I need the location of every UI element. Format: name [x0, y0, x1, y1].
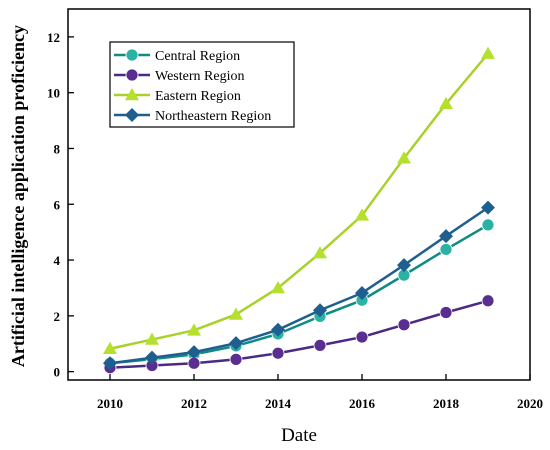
data-point: [397, 318, 411, 332]
legend-marker: [125, 48, 139, 62]
data-point: [481, 218, 495, 232]
data-point: [439, 306, 453, 319]
y-tick-label: 6: [54, 197, 61, 212]
legend-label: Central Region: [155, 49, 240, 64]
data-point: [187, 345, 201, 360]
y-tick-label: 12: [47, 30, 60, 45]
data-point: [313, 303, 327, 318]
data-point: [229, 307, 243, 320]
data-point: [229, 352, 243, 366]
series-line: [109, 206, 489, 365]
data-point: [271, 346, 285, 360]
legend-label: Western Region: [155, 69, 244, 84]
data-point: [439, 243, 453, 256]
data-point: [439, 96, 453, 110]
x-tick-label: 2012: [181, 396, 207, 411]
series-northeastern-region: [103, 200, 495, 371]
data-point: [481, 46, 495, 59]
x-tick-label: 2010: [97, 396, 123, 411]
data-point: [187, 323, 201, 336]
x-axis-title: Date: [281, 425, 317, 446]
legend-label: Eastern Region: [155, 89, 241, 104]
x-tick-label: 2016: [349, 396, 376, 411]
y-axis-title: Artificial intelligence application prof…: [8, 25, 28, 367]
y-tick-label: 0: [54, 365, 61, 380]
x-tick-label: 2018: [433, 396, 460, 411]
data-point: [313, 246, 327, 259]
series-line: [109, 299, 489, 369]
series-eastern-region: [103, 46, 495, 355]
x-tick-label: 2020: [517, 396, 543, 411]
series-line: [109, 223, 489, 365]
data-point: [397, 258, 411, 273]
axis-ticks: 2010 2012 2014 2016 2018 2020 0 2 4 6 8 10 12: [47, 30, 543, 411]
y-tick-label: 10: [47, 86, 60, 101]
series-layer: [103, 46, 495, 375]
series-western-region: [103, 294, 495, 375]
data-point: [439, 229, 453, 244]
legend-marker: [125, 88, 139, 101]
data-point: [271, 322, 285, 337]
plot-frame: [67, 8, 531, 381]
data-point: [397, 151, 411, 164]
data-point: [229, 336, 243, 351]
data-point: [313, 339, 327, 352]
data-point: [103, 341, 117, 355]
data-point: [355, 285, 369, 300]
legend-marker: [125, 108, 139, 122]
data-point: [145, 350, 159, 365]
series-line: [109, 52, 489, 350]
data-point: [271, 280, 285, 294]
data-point: [481, 294, 495, 308]
legend: Central Region Western Region Eastern Regi…: [109, 41, 295, 128]
data-point: [355, 208, 369, 221]
y-tick-label: 8: [54, 141, 61, 156]
x-tick-label: 2014: [265, 396, 292, 411]
y-tick-label: 4: [54, 253, 61, 268]
series-central-region: [103, 218, 495, 370]
data-point: [103, 356, 117, 371]
data-point: [355, 330, 369, 344]
y-tick-label: 2: [54, 309, 61, 324]
legend-marker: [125, 68, 139, 82]
data-point: [481, 200, 495, 215]
legend-label: Northeastern Region: [155, 109, 271, 124]
data-point: [145, 332, 159, 345]
